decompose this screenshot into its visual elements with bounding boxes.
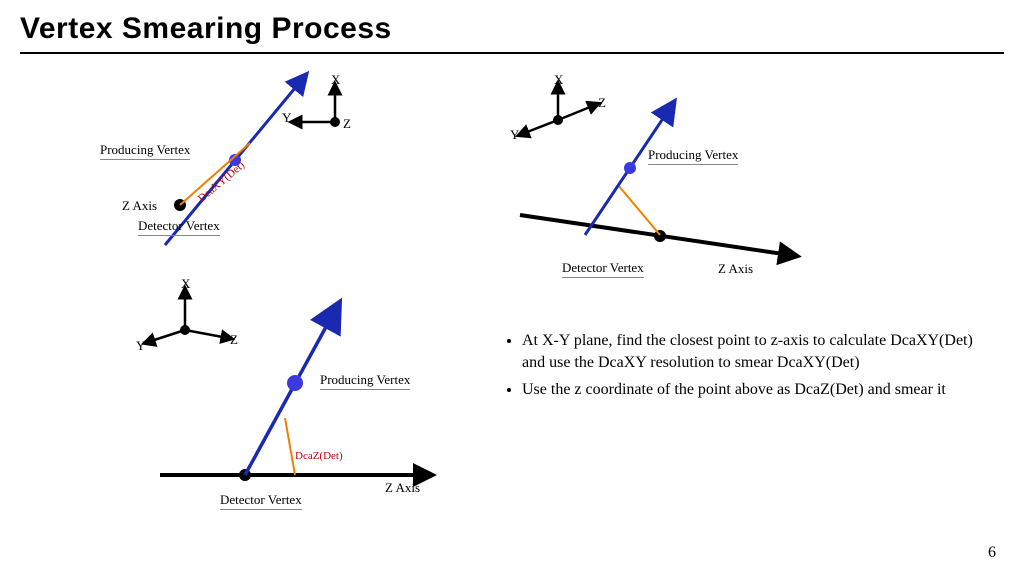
z-axis-label: Z Axis (718, 261, 753, 277)
axis-y-label: Y (282, 110, 291, 126)
diagram-top-left: Producing Vertex Z Axis Detector Vertex … (90, 70, 390, 260)
page-number: 6 (988, 544, 996, 562)
axis-z-label: Z (343, 116, 351, 132)
axis-z-label: Z (598, 95, 606, 111)
z-axis-label: Z Axis (385, 480, 420, 496)
axis-x-label: X (331, 72, 340, 88)
explanation-bullets: At X-Y plane, find the closest point to … (500, 330, 980, 407)
bullet-item: Use the z coordinate of the point above … (522, 379, 980, 401)
diagram-top-right: Producing Vertex Detector Vertex Z Axis … (500, 75, 820, 285)
dcaz-label: DcaZ(Det) (295, 450, 343, 462)
diagram-bottom-left: Producing Vertex Detector Vertex Z Axis … (130, 280, 450, 530)
axis-y-label: Y (510, 127, 519, 143)
page-title: Vertex Smearing Process (20, 12, 392, 46)
detector-vertex-label: Detector Vertex (138, 218, 220, 236)
axis-x-label: X (554, 72, 563, 88)
axis-y-label: Y (136, 338, 145, 354)
z-axis-label: Z Axis (122, 198, 157, 214)
bullet-item: At X-Y plane, find the closest point to … (522, 330, 980, 373)
producing-vertex-label: Producing Vertex (100, 142, 190, 160)
producing-vertex-label: Producing Vertex (648, 147, 738, 165)
axis-x-label: X (181, 276, 190, 292)
title-underline (20, 52, 1004, 54)
axis-z-label: Z (230, 332, 238, 348)
detector-vertex-label: Detector Vertex (562, 260, 644, 278)
producing-vertex-label: Producing Vertex (320, 372, 410, 390)
detector-vertex-label: Detector Vertex (220, 492, 302, 510)
